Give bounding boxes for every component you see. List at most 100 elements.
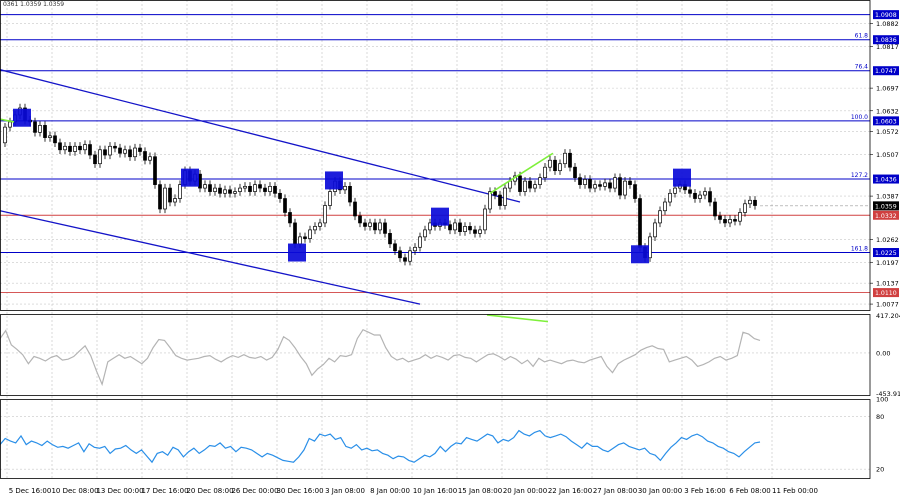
y-tick-label: 1.0262 bbox=[876, 236, 899, 244]
current-price-tag-bg bbox=[873, 201, 899, 211]
candle-body bbox=[173, 198, 177, 203]
candle-body bbox=[558, 163, 562, 172]
candle-body bbox=[63, 145, 67, 151]
candle-body bbox=[203, 184, 207, 189]
support-price-tag: 1.0332 bbox=[875, 213, 897, 220]
marker-box bbox=[325, 171, 343, 190]
x-tick-label: 6 Feb 08:00 bbox=[729, 487, 770, 495]
candle-body bbox=[698, 194, 702, 199]
x-tick-label: 20 Jan 00:00 bbox=[503, 487, 547, 495]
y-tick-label: 1.0387 bbox=[876, 193, 899, 201]
candle-body bbox=[283, 198, 287, 213]
ohlc-readout: 0361 1.0359 1.0359 bbox=[3, 1, 65, 8]
candle-body bbox=[208, 184, 212, 192]
fib-level-label: 127.2 bbox=[851, 172, 868, 179]
candle-body bbox=[263, 187, 267, 192]
candle-body bbox=[288, 212, 292, 224]
y-tick-label: 1.0197 bbox=[876, 259, 899, 267]
marker-boxes bbox=[13, 108, 691, 264]
x-tick-label: 10 Dec 08:00 bbox=[51, 487, 98, 495]
price-candles bbox=[3, 103, 757, 266]
fib-level-label: 161.8 bbox=[851, 246, 868, 253]
rsi-tick-label: 20 bbox=[876, 466, 884, 474]
fib-price-tag: 1.0436 bbox=[875, 177, 897, 184]
candle-body bbox=[693, 192, 697, 199]
candle-body bbox=[523, 180, 527, 192]
horizontal-levels: 61.8 76.4 100.0 127.2 161.8 bbox=[0, 14, 870, 294]
candle-body bbox=[73, 145, 77, 152]
x-tick-label: 8 Jan 00:00 bbox=[370, 487, 410, 495]
candle-body bbox=[653, 222, 657, 238]
candle-body bbox=[58, 142, 62, 151]
candle-body bbox=[163, 187, 167, 210]
x-tick-label: 30 Dec 16:00 bbox=[276, 487, 323, 495]
candle-body bbox=[38, 125, 42, 133]
candle-body bbox=[348, 185, 352, 203]
candle-body bbox=[68, 145, 72, 152]
candle-body bbox=[353, 201, 357, 217]
support-price-tag-bg bbox=[873, 210, 899, 220]
price-axis: 1.0882 1.0817 1.0697 1.0632 1.0572 1.0507 1.03… bbox=[870, 10, 900, 474]
y-tick-label: 1.0077 bbox=[876, 301, 899, 309]
candle-body bbox=[88, 144, 92, 156]
panel-frames bbox=[0, 0, 871, 479]
trend-channel bbox=[0, 69, 521, 305]
candle-body bbox=[658, 210, 662, 224]
candle-body bbox=[733, 219, 737, 222]
candle-body bbox=[133, 147, 137, 158]
x-tick-label: 5 Dec 16:00 bbox=[9, 487, 52, 495]
candle-body bbox=[118, 147, 122, 154]
candle-body bbox=[238, 187, 242, 192]
rsi-tick-label: 80 bbox=[876, 413, 884, 421]
marker-box bbox=[431, 207, 449, 226]
channel-line bbox=[0, 69, 521, 203]
rsi-tick-label: 100 bbox=[876, 396, 888, 404]
candle-body bbox=[213, 187, 217, 192]
cci-divergence-line bbox=[486, 314, 549, 323]
y-tick-label: 1.0882 bbox=[876, 20, 899, 28]
candle-body bbox=[168, 187, 172, 203]
candle-body bbox=[703, 191, 707, 196]
candle-body bbox=[718, 215, 722, 220]
candle-body bbox=[108, 145, 112, 156]
candle-body bbox=[303, 236, 307, 239]
candle-body bbox=[448, 224, 452, 231]
candle-body bbox=[358, 215, 362, 224]
candle-body bbox=[588, 179, 592, 189]
x-tick-label: 20 Dec 08:00 bbox=[186, 487, 233, 495]
y-tick-label: 1.0137 bbox=[876, 280, 899, 288]
candle-body bbox=[218, 187, 222, 194]
x-tick-label: 10 Jan 16:00 bbox=[413, 487, 457, 495]
candle-body bbox=[33, 121, 37, 133]
candle-body bbox=[753, 199, 757, 206]
candle-body bbox=[598, 184, 602, 187]
candle-body bbox=[388, 233, 392, 245]
candle-body bbox=[593, 184, 597, 189]
candle-body bbox=[233, 191, 237, 194]
candle-body bbox=[478, 229, 482, 234]
candle-body bbox=[128, 149, 132, 158]
panel-frame bbox=[0, 0, 871, 311]
candle-body bbox=[308, 229, 312, 239]
fib-level-label: 100.0 bbox=[851, 114, 868, 121]
candle-body bbox=[423, 229, 427, 238]
candle-body bbox=[738, 212, 742, 222]
candle-body bbox=[393, 243, 397, 252]
y-tick-label: 1.0572 bbox=[876, 128, 899, 136]
candle-body bbox=[553, 159, 557, 172]
candle-body bbox=[533, 184, 537, 189]
candle-body bbox=[453, 222, 457, 231]
candle-body bbox=[293, 222, 297, 245]
candle-body bbox=[723, 219, 727, 224]
candle-body bbox=[563, 152, 567, 165]
candle-body bbox=[668, 192, 672, 203]
candle-body bbox=[503, 187, 507, 206]
candle-body bbox=[8, 121, 12, 128]
candle-body bbox=[383, 222, 387, 234]
fib-price-tag-bg bbox=[873, 248, 899, 258]
x-tick-label: 13 Dec 00:00 bbox=[96, 487, 143, 495]
candle-body bbox=[343, 185, 347, 191]
panel-frame bbox=[0, 314, 871, 396]
candle-body bbox=[458, 222, 462, 232]
